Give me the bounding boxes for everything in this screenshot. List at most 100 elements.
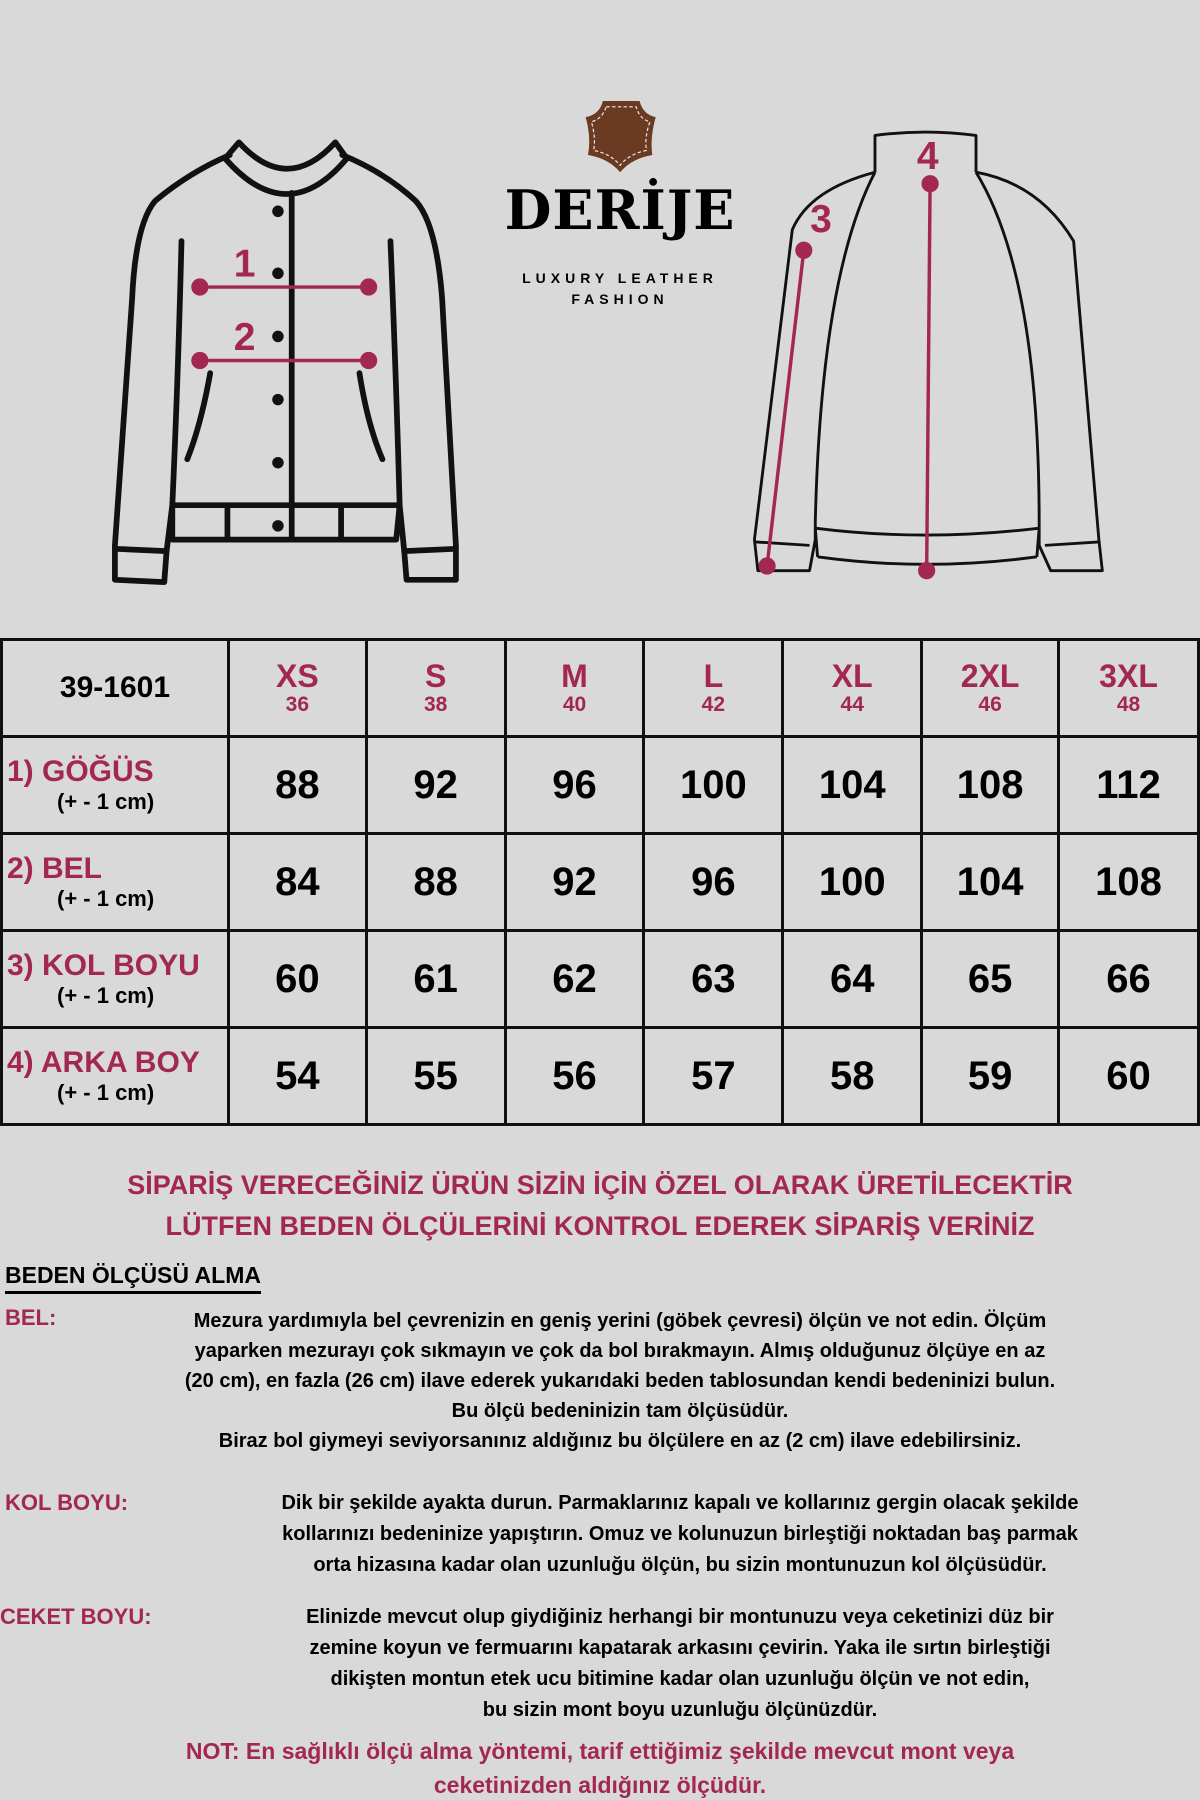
tagline-line-1: LUXURY LEATHER — [522, 270, 718, 286]
table-cell: 55 — [364, 1026, 507, 1126]
table-row: 3) KOL BOYU (+ - 1 cm) 60 61 62 63 64 65 66 — [0, 929, 1200, 1029]
measure-value: 112 — [1096, 762, 1161, 807]
table-cell: 92 — [503, 832, 646, 932]
back-measure-lines — [758, 175, 939, 580]
brand-tagline: LUXURY LEATHER FASHION — [480, 268, 760, 310]
leather-logo-icon — [585, 101, 656, 173]
kol-text: Dik bir şekilde ayakta durun. Parmakları… — [160, 1488, 1200, 1581]
product-code-text: 39-1601 — [59, 671, 171, 704]
table-cell: 57 — [642, 1026, 785, 1126]
front-jacket-drawing — [112, 139, 459, 585]
size-header: 2XL 46 — [920, 638, 1061, 738]
note-line-1: NOT: En sağlıklı ölçü alma yöntemi, tari… — [185, 1738, 1015, 1764]
measure-value: 63 — [691, 956, 736, 1001]
size-eu: 40 — [562, 693, 587, 716]
size-label: M — [561, 658, 588, 694]
measure-name: 2) BEL — [7, 852, 103, 885]
size-eu: 36 — [285, 693, 310, 716]
measure-label-3: 3 — [810, 198, 832, 241]
front-measure-lines — [191, 278, 378, 370]
measure-label-1: 1 — [234, 243, 256, 286]
tolerance: (+ - 1 cm) — [57, 789, 155, 814]
measure-value: 59 — [967, 1053, 1013, 1098]
table-cell: 92 — [364, 735, 507, 835]
note-line-2: ceketinizden aldığınız ölçüdür. — [433, 1772, 767, 1798]
guide-title: BEDEN ÖLÇÜSÜ ALMA — [5, 1262, 261, 1294]
measure-value: 96 — [552, 762, 597, 807]
table-cell: 100 — [642, 735, 785, 835]
size-header: L 42 — [642, 638, 785, 738]
table-cell: 61 — [364, 929, 507, 1029]
measure-value: 88 — [413, 859, 458, 904]
bel-line: Biraz bol giymeyi seviyorsanınız aldığın… — [218, 1430, 1022, 1452]
size-header: S 38 — [364, 638, 507, 738]
table-cell: 100 — [781, 832, 924, 932]
kol-line: orta hizasına kadar olan uzunluğu ölçün,… — [313, 1554, 1047, 1576]
tagline-line-2: FASHION — [571, 291, 669, 307]
measure-value: 88 — [275, 762, 320, 807]
ceket-line: Elinizde mevcut olup giydiğiniz herhangi… — [306, 1606, 1054, 1628]
measure-value: 100 — [818, 859, 886, 904]
size-label: XS — [276, 658, 319, 694]
table-cell: 108 — [920, 735, 1061, 835]
table-row: 4) ARKA BOY (+ - 1 cm) 54 55 56 57 58 59 60 — [0, 1026, 1200, 1126]
measure-value: 55 — [413, 1053, 458, 1098]
kol-line: kollarınızı bedeninize yapıştırın. Omuz … — [282, 1523, 1078, 1545]
table-cell: 60 — [1057, 1026, 1200, 1126]
table-row: 1) GÖĞÜS (+ - 1 cm) 88 92 96 100 104 108 112 — [0, 735, 1200, 835]
table-cell: 84 — [226, 832, 368, 932]
size-label: 3XL — [1099, 658, 1158, 694]
size-header: 3XL 48 — [1057, 638, 1200, 738]
size-eu: 42 — [701, 693, 726, 716]
bel-label: BEL: — [5, 1305, 57, 1330]
measure-value: 92 — [552, 859, 597, 904]
table-cell: 60 — [226, 929, 368, 1029]
measure-value: 60 — [275, 956, 320, 1001]
tolerance: (+ - 1 cm) — [57, 1080, 155, 1105]
notice-line-1: SİPARİŞ VERECEĞİNİZ ÜRÜN SİZİN İÇİN ÖZEL… — [127, 1170, 1073, 1200]
row-label: 2) BEL (+ - 1 cm) — [0, 832, 230, 932]
measure-value: 64 — [829, 956, 875, 1001]
measure-value: 54 — [275, 1053, 320, 1098]
table-cell: 112 — [1057, 735, 1200, 835]
ceket-line: bu sizin mont boyu uzunluğu ölçünüzdür. — [482, 1699, 878, 1721]
notice-line-2: LÜTFEN BEDEN ÖLÇÜLERİNİ KONTROL EDEREK S… — [165, 1211, 1035, 1241]
table-cell: 64 — [781, 929, 924, 1029]
table-cell: 96 — [642, 832, 785, 932]
measure-label-4: 4 — [917, 135, 939, 178]
size-eu: 38 — [424, 693, 448, 716]
measure-name: 4) ARKA BOY — [7, 1046, 200, 1079]
size-eu: 46 — [978, 693, 1002, 716]
bel-text: Mezura yardımıyla bel çevrenizin en geni… — [60, 1306, 1180, 1456]
size-header: M 40 — [503, 638, 646, 738]
bel-line: Mezura yardımıyla bel çevrenizin en geni… — [193, 1310, 1047, 1332]
measure-label-2: 2 — [234, 316, 256, 359]
measure-value: 56 — [552, 1053, 597, 1098]
measure-value: 84 — [275, 859, 320, 904]
measure-value: 100 — [679, 762, 747, 807]
measure-value: 96 — [691, 859, 736, 904]
measure-name: 1) GÖĞÜS — [7, 755, 154, 788]
size-eu: 48 — [1116, 693, 1141, 716]
measure-value: 62 — [552, 956, 597, 1001]
table-cell: 54 — [226, 1026, 368, 1126]
kol-line: Dik bir şekilde ayakta durun. Parmakları… — [281, 1492, 1079, 1514]
size-label: 2XL — [960, 658, 1020, 694]
brand-name: DERİJE — [504, 178, 736, 242]
table-cell: 88 — [364, 832, 507, 932]
size-header: XS 36 — [226, 638, 368, 738]
size-header: XL 44 — [781, 638, 924, 738]
measure-value: 57 — [691, 1053, 736, 1098]
row-label: 1) GÖĞÜS (+ - 1 cm) — [0, 735, 230, 835]
table-cell: 66 — [1057, 929, 1200, 1029]
size-chart-table: 39-1601 XS 36 S 38 M 40 L 42 XL 44 2XL 46 3XL 48 1) GÖĞ… — [0, 638, 1200, 1126]
size-label: XL — [831, 658, 873, 694]
product-code: 39-1601 — [0, 638, 230, 738]
table-cell: 96 — [503, 735, 646, 835]
jacket-illustrations: 1 2 3 4 — [112, 101, 1104, 585]
measure-name: 3) KOL BOYU — [7, 949, 200, 982]
table-cell: 59 — [920, 1026, 1061, 1126]
measure-value: 108 — [956, 762, 1024, 807]
size-label: L — [703, 658, 724, 694]
measure-value: 66 — [1106, 956, 1151, 1001]
